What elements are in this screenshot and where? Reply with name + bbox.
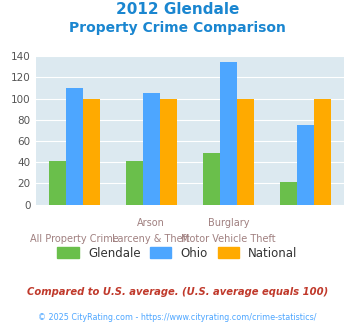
Bar [237, 99, 254, 205]
Bar [49, 161, 66, 205]
Text: Property Crime Comparison: Property Crime Comparison [69, 21, 286, 35]
Bar [297, 125, 314, 205]
Bar [160, 99, 177, 205]
Text: All Property Crime: All Property Crime [30, 234, 119, 244]
Legend: Glendale, Ohio, National: Glendale, Ohio, National [53, 242, 302, 264]
Text: Arson: Arson [137, 218, 165, 228]
Bar [220, 62, 237, 205]
Bar [314, 99, 331, 205]
Text: 2012 Glendale: 2012 Glendale [116, 2, 239, 16]
Bar [203, 152, 220, 205]
Text: Larceny & Theft: Larceny & Theft [113, 234, 190, 244]
Bar [83, 99, 100, 205]
Bar [143, 93, 160, 205]
Bar [66, 88, 83, 205]
Text: Compared to U.S. average. (U.S. average equals 100): Compared to U.S. average. (U.S. average … [27, 287, 328, 297]
Text: © 2025 CityRating.com - https://www.cityrating.com/crime-statistics/: © 2025 CityRating.com - https://www.city… [38, 313, 317, 322]
Text: Motor Vehicle Theft: Motor Vehicle Theft [181, 234, 276, 244]
Bar [280, 182, 297, 205]
Text: Burglary: Burglary [208, 218, 249, 228]
Bar [126, 161, 143, 205]
